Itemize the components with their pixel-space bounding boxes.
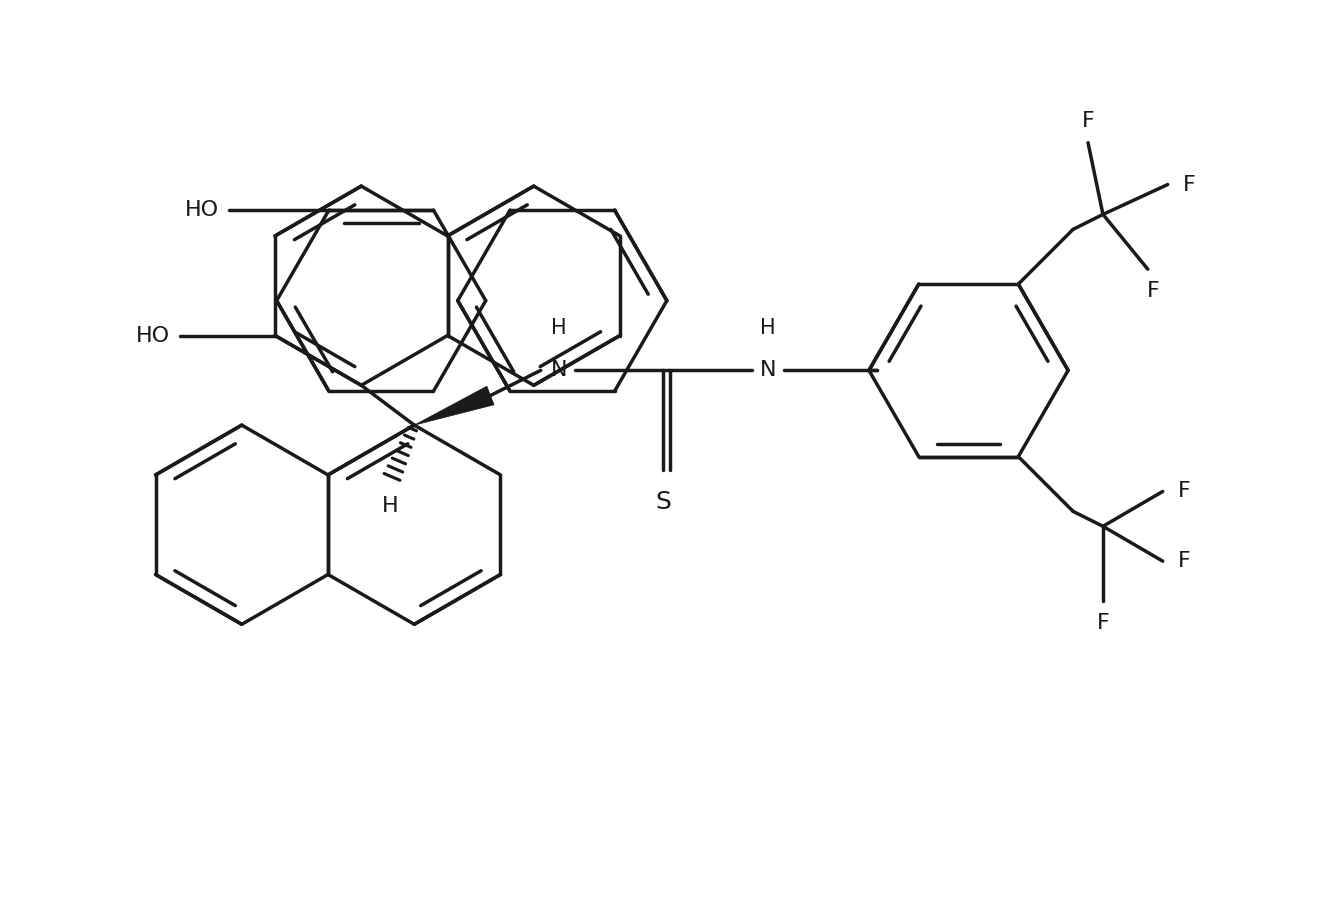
Polygon shape	[414, 386, 493, 425]
Text: S: S	[656, 490, 672, 514]
Text: H: H	[551, 318, 567, 339]
Text: N: N	[759, 360, 775, 380]
Text: H: H	[382, 496, 399, 516]
Text: F: F	[1182, 175, 1196, 195]
Text: N: N	[551, 360, 567, 380]
Text: F: F	[1146, 281, 1160, 301]
Text: HO: HO	[137, 326, 170, 346]
Text: F: F	[1081, 111, 1095, 131]
Text: F: F	[1177, 551, 1190, 571]
Text: H: H	[759, 318, 775, 339]
Text: F: F	[1097, 613, 1109, 633]
Text: F: F	[1177, 481, 1190, 501]
Text: HO: HO	[185, 200, 219, 220]
